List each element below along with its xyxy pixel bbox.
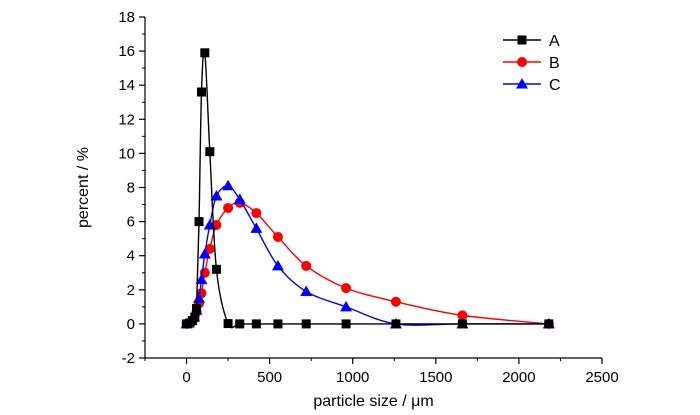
x-tick-label: 0 [182, 369, 190, 386]
legend-marker [517, 35, 527, 45]
data-point-c [195, 273, 208, 285]
y-tick-label: -2 [122, 350, 135, 367]
data-point-c [233, 193, 246, 204]
y-tick-label: 2 [127, 282, 135, 299]
y-axis-title: percent / % [75, 147, 92, 228]
legend-marker [517, 57, 527, 67]
series-b [181, 197, 554, 329]
legend-item-a: A [503, 33, 560, 50]
legend-label: A [549, 33, 560, 50]
data-point-b [301, 260, 312, 271]
series-line-a [186, 49, 549, 329]
data-point-b [390, 296, 401, 307]
y-tick-label: 8 [127, 180, 135, 197]
x-tick-label: 2000 [502, 369, 535, 386]
data-point-a [197, 87, 207, 97]
data-point-a [273, 319, 283, 329]
legend-item-c: C [503, 77, 561, 94]
data-point-a [211, 264, 221, 274]
y-tick-label: 12 [118, 111, 135, 128]
legend-label: C [549, 77, 561, 94]
data-point-a [190, 312, 200, 322]
x-axis-title: particle size / μm [313, 393, 433, 410]
data-point-c [271, 259, 284, 271]
y-tick-label: 4 [127, 248, 135, 265]
data-point-b [341, 283, 352, 294]
data-point-c [250, 222, 263, 233]
data-point-b [272, 231, 283, 242]
data-point-a [341, 319, 351, 329]
series-c [180, 179, 555, 329]
data-point-a [235, 319, 245, 329]
data-point-b [457, 310, 468, 321]
data-point-a [457, 319, 467, 329]
y-tick-label: 14 [118, 77, 135, 94]
x-tick-label: 500 [257, 369, 282, 386]
data-point-c [222, 179, 235, 191]
data-point-a [194, 217, 204, 227]
axes: 0 500 1000 1500 2000 2500 -2 0 2 4 6 8 10 12 14 16 18 [118, 9, 618, 386]
data-point-a [205, 147, 215, 157]
legend-item-b: B [503, 55, 560, 72]
data-point-c [340, 300, 353, 312]
data-point-a [391, 319, 401, 329]
data-point-a [223, 319, 233, 329]
data-point-a [200, 48, 210, 58]
x-tick-label: 2500 [585, 369, 618, 386]
data-point-a [251, 319, 261, 329]
data-point-c [193, 292, 206, 303]
y-tick-label: 18 [118, 9, 135, 26]
y-tick-label: 6 [127, 214, 135, 231]
data-point-a [301, 319, 311, 329]
series-line-b [186, 201, 549, 325]
x-tick-label: 1000 [336, 369, 369, 386]
legend-label: B [549, 55, 560, 72]
x-tick-label: 1500 [419, 369, 452, 386]
data-point-c [198, 247, 211, 259]
data-point-b [223, 202, 234, 213]
data-point-a [544, 319, 554, 329]
data-point-b [204, 243, 215, 254]
data-point-b [251, 208, 262, 219]
y-tick-label: 10 [118, 145, 135, 162]
series-a [182, 48, 554, 329]
data-point-a [192, 304, 202, 314]
data-point-c [300, 285, 313, 297]
legend: ABC [503, 33, 561, 94]
y-tick-label: 0 [127, 316, 135, 333]
series-layer [180, 48, 555, 329]
data-point-c [210, 190, 223, 201]
legend-marker [516, 78, 528, 89]
y-tick-label: 16 [118, 43, 135, 60]
